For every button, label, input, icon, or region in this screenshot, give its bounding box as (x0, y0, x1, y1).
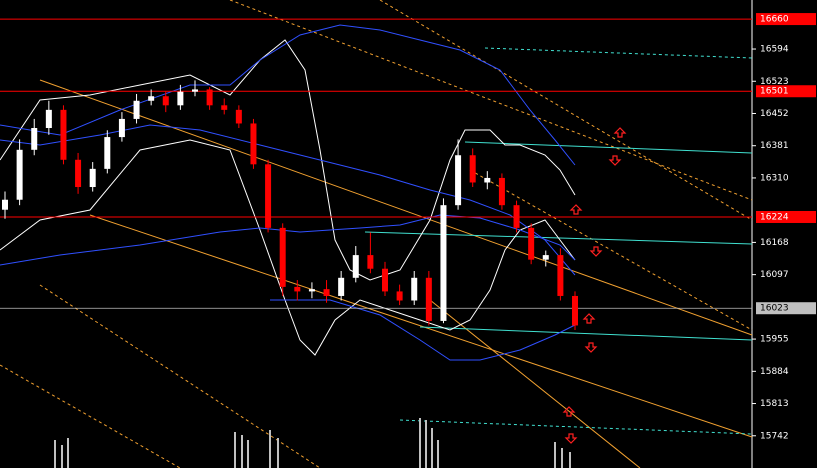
y-tick-label: 16594 (760, 45, 789, 55)
candle-body (455, 155, 462, 206)
candle-body (572, 295, 578, 326)
y-tick-label: 16452 (760, 109, 789, 119)
y-tick-label: 16381 (760, 141, 789, 151)
candle-body (279, 227, 286, 287)
candle-body (498, 177, 505, 206)
candle-body (221, 105, 228, 110)
candle-body (367, 255, 374, 269)
candle-body (557, 255, 564, 296)
candle-body (528, 227, 535, 260)
y-tick-label: 16168 (760, 238, 789, 248)
candle-body (440, 205, 447, 321)
candle-body (308, 289, 315, 292)
level-label-box (756, 13, 816, 26)
candle-body (148, 96, 155, 101)
candle-body (192, 89, 198, 92)
candle-body (31, 128, 38, 150)
level-label-box (756, 85, 816, 98)
candle-body (338, 277, 345, 296)
y-tick-label: 15813 (760, 399, 789, 409)
overlays (0, 0, 753, 468)
candle-body (323, 289, 330, 296)
candle-body (89, 168, 96, 188)
candle-body (425, 277, 432, 321)
y-tick-label: 15742 (760, 431, 789, 441)
level-label: 16224 (760, 212, 789, 222)
candle-body (411, 277, 418, 301)
candle-body (162, 96, 169, 106)
current-price-box (756, 302, 816, 315)
candle-body (206, 89, 213, 106)
candle-body (382, 268, 388, 292)
candle-body (513, 205, 520, 228)
y-tick-label: 16523 (760, 77, 789, 87)
candle-body (396, 291, 403, 301)
candle-body (235, 109, 242, 124)
y-tick-label: 16097 (760, 270, 789, 280)
candle-body (118, 118, 125, 138)
candle-body (2, 199, 8, 210)
candle-body (352, 255, 359, 278)
candle-body (75, 159, 82, 188)
candle-body (265, 164, 272, 228)
candle-body (542, 255, 549, 260)
candle-body (45, 109, 52, 129)
level-label: 16501 (760, 87, 789, 97)
y-tick-label: 16310 (760, 173, 789, 183)
level-label: 16660 (760, 15, 789, 25)
candle-body (294, 286, 301, 292)
y-tick-label: 15955 (760, 335, 789, 345)
candle-body (60, 109, 67, 160)
candle-body (16, 149, 23, 200)
current-price-label: 16023 (760, 304, 789, 314)
candle-body (250, 123, 257, 165)
candle-body (177, 91, 184, 106)
candle-body (104, 137, 111, 169)
y-tick-label: 15884 (760, 367, 789, 377)
candle-body (484, 177, 491, 183)
candle-body (469, 155, 476, 183)
candle-body (133, 100, 140, 119)
level-label-box (756, 210, 816, 223)
